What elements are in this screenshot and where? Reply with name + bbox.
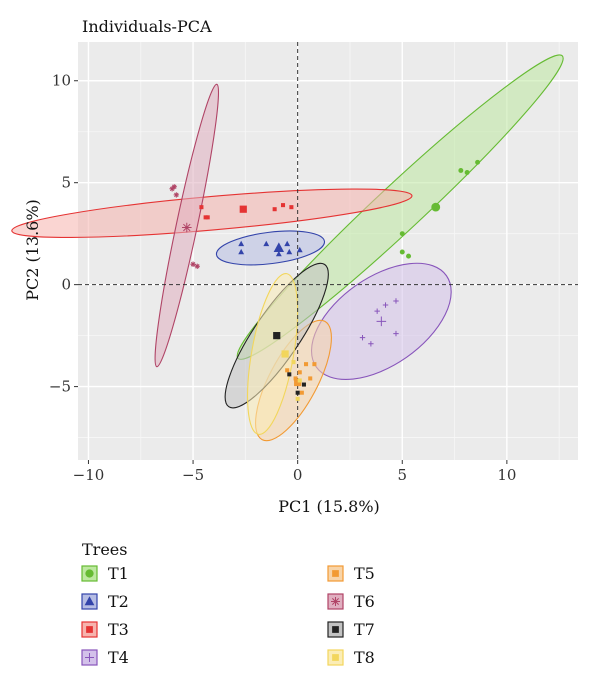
data-point-t3 (280, 203, 286, 208)
x-tick-label: −10 (73, 466, 105, 484)
legend-marker-t2 (84, 596, 95, 606)
centroid-t2 (273, 242, 285, 252)
data-point-t6 (171, 184, 177, 190)
data-point-t8 (291, 360, 296, 365)
data-point-t3 (205, 215, 210, 220)
legend-label-t7: T7 (354, 620, 375, 639)
legend-item-t4: T4 (81, 648, 129, 667)
y-tick-label: 10 (52, 72, 71, 90)
legend-label-t8: T8 (354, 648, 375, 667)
data-point-t2 (286, 248, 293, 255)
centroid-t7 (273, 332, 281, 340)
data-point-t5 (293, 376, 298, 381)
legend-marker-t5 (332, 570, 339, 577)
x-tick-label: 10 (497, 466, 516, 484)
data-point-t2 (284, 240, 291, 247)
data-point-t6 (169, 186, 175, 192)
x-tick-label: −5 (182, 466, 204, 484)
data-point-t7 (287, 372, 292, 377)
y-tick-label: −5 (49, 378, 71, 396)
data-point-t3 (199, 205, 204, 210)
data-point-t2 (263, 240, 270, 247)
data-point-t1 (406, 253, 412, 259)
data-point-t1 (464, 170, 470, 175)
legend-marker-t3 (86, 626, 93, 633)
centroid-t3 (239, 205, 247, 213)
centroid-t8 (281, 350, 289, 358)
legend-item-t5: T5 (327, 564, 375, 583)
x-tick-label: 5 (397, 466, 407, 484)
legend: T1 T2 T3 T4 T5 T6 T7 T8 (81, 564, 375, 667)
y-tick-label: 0 (61, 276, 71, 294)
data-point-t7 (295, 390, 300, 395)
y-axis-label: PC2 (13.6%) (23, 199, 42, 301)
legend-item-t2: T2 (81, 592, 129, 611)
data-point-t3 (272, 207, 277, 212)
data-point-t5 (299, 390, 304, 395)
centroid-t5 (294, 378, 302, 387)
legend-item-t6: T6 (327, 592, 375, 611)
data-point-t1 (458, 167, 464, 173)
centroid-t4 (376, 316, 387, 327)
legend-item-t1: T1 (81, 564, 129, 583)
legend-item-t3: T3 (81, 620, 129, 639)
data-point-t8 (297, 378, 302, 383)
data-point-t3 (203, 215, 208, 220)
data-point-t2 (296, 246, 303, 253)
centroid-t1 (431, 202, 441, 212)
confidence-ellipse-t8 (247, 272, 299, 435)
legend-marker-t7 (332, 626, 339, 633)
legend-marker-t4 (85, 653, 94, 662)
legend-item-t7: T7 (327, 620, 375, 639)
data-point-t4 (382, 302, 389, 308)
data-point-t7 (301, 382, 306, 387)
legend-label-t6: T6 (354, 592, 375, 611)
data-point-t1 (399, 231, 405, 237)
x-axis-label: PC1 (15.8%) (278, 497, 380, 516)
data-point-t5 (285, 368, 290, 373)
data-point-t8 (295, 396, 300, 401)
data-point-t4 (393, 330, 399, 337)
data-point-t1 (399, 249, 405, 255)
data-point-t5 (297, 370, 302, 375)
data-point-t4 (393, 298, 399, 304)
legend-label-t2: T2 (108, 592, 129, 611)
legend-marker-t6 (331, 597, 340, 606)
data-point-t6 (194, 263, 200, 269)
data-point-t3 (289, 205, 294, 210)
x-tick-label: 0 (293, 466, 303, 484)
confidence-ellipse-t3 (11, 188, 413, 239)
legend-label-t3: T3 (108, 620, 129, 639)
legend-marker-t1 (85, 569, 94, 578)
data-point-t2 (238, 248, 245, 255)
legend-label-t1: T1 (108, 564, 129, 583)
data-point-t5 (308, 376, 313, 381)
data-point-t6 (173, 192, 180, 198)
legend-title: Trees (82, 540, 127, 559)
data-point-t5 (312, 362, 317, 367)
y-tick-label: 5 (61, 174, 71, 192)
data-point-t2 (275, 250, 282, 257)
data-point-t4 (359, 334, 366, 341)
plot-area: −10 −5 0 5 10 −5 0 5 10 (11, 42, 578, 484)
data-point-t5 (304, 362, 309, 367)
data-point-t4 (368, 341, 374, 347)
data-point-t1 (475, 159, 481, 165)
data-point-t6 (190, 261, 196, 267)
legend-label-t5: T5 (354, 564, 375, 583)
data-point-t2 (238, 240, 245, 247)
data-point-t4 (374, 308, 380, 314)
centroid-t6 (181, 222, 192, 233)
legend-label-t4: T4 (108, 648, 129, 667)
chart-title: Individuals-PCA (82, 17, 212, 36)
legend-marker-t8 (332, 654, 339, 661)
legend-item-t8: T8 (327, 648, 375, 667)
